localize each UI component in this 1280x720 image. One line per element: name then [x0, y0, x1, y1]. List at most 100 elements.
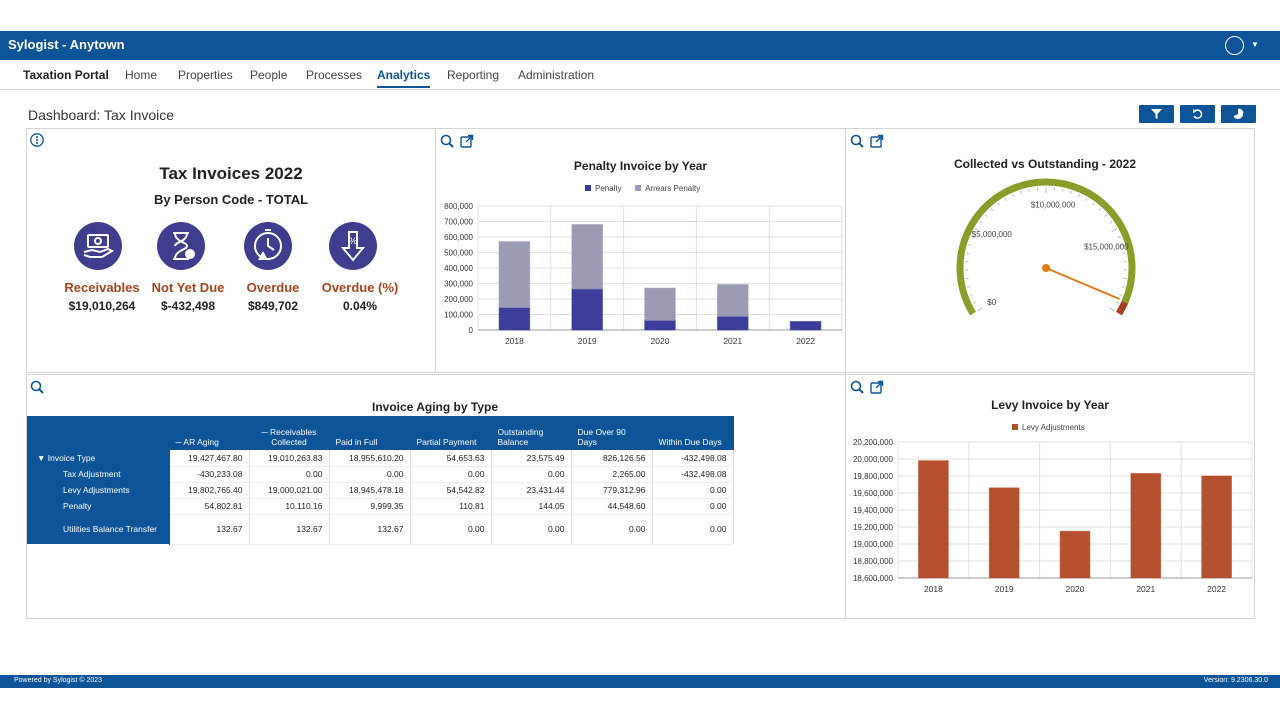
legend-swatch [635, 185, 642, 191]
column-header[interactable]: Outstanding Balance [491, 416, 572, 450]
kpi-label-overdue: Overdue [246, 280, 300, 295]
chart-options-button[interactable] [1221, 105, 1256, 123]
gauge-tick [997, 202, 1000, 206]
column-header[interactable]: Paid in Full [329, 416, 411, 450]
gauge-tick-label: $5,000,000 [972, 230, 1013, 239]
nav-item-administration[interactable]: Administration [518, 68, 595, 82]
gauge-tick [1061, 188, 1064, 192]
collapse-icon: ─ [175, 437, 184, 447]
y-tick-label: 500,000 [444, 249, 473, 258]
gauge-tick [1122, 252, 1126, 255]
y-tick-label: 19,200,000 [853, 523, 894, 532]
row-header: Utilities Balance Transfer [27, 514, 170, 544]
gauge-tick-label: $10,000,000 [1031, 200, 1076, 209]
gauge-tick [974, 228, 981, 233]
gauge-tick [1092, 202, 1095, 206]
export-icon[interactable] [870, 380, 884, 394]
column-header[interactable]: Due Over 90 Days [571, 416, 653, 450]
expand-triangle-icon[interactable]: ▼ [37, 453, 46, 463]
table-cell: -432,498.08 [652, 466, 734, 483]
table-cell: 18,945,478.18 [329, 482, 411, 499]
gauge-tick [1117, 236, 1121, 239]
user-menu-chevron-down-icon[interactable]: ▼ [1251, 40, 1259, 49]
nav-item-people[interactable]: People [250, 68, 288, 82]
bar [789, 320, 822, 331]
legend-label: Arrears Penalty [645, 184, 700, 193]
column-header[interactable]: Partial Payment [410, 416, 492, 450]
table-cell: 0.00 [410, 514, 492, 545]
gauge-tick [1120, 244, 1124, 246]
kpi-value-overdue: $849,702 [247, 299, 299, 313]
table-cell: 2,265.00 [571, 466, 653, 483]
column-header[interactable]: Within Due Days [652, 416, 734, 450]
money-hand-icon [74, 222, 122, 270]
aging-table: ─ AR Aging ─ Receivables Collected Paid … [27, 416, 734, 545]
bar [988, 487, 1020, 579]
gauge-tick [968, 244, 972, 246]
export-icon[interactable] [870, 134, 884, 148]
reset-button[interactable] [1180, 105, 1215, 123]
kpi-value-receivables: $19,010,264 [68, 299, 136, 313]
footer: Powered by Sylogist © 2023 Version: 9.23… [0, 675, 1280, 688]
zoom-icon[interactable] [850, 380, 864, 394]
info-menu-icon[interactable] [30, 133, 44, 147]
nav-brand[interactable]: Taxation Portal [23, 68, 109, 82]
row-header[interactable]: ▼ Invoice Type [27, 450, 170, 466]
legend-label: Levy Adjustments [1022, 423, 1085, 432]
table-row: ▼ Invoice Type 19,427,467.80 19,010,263.… [27, 450, 734, 467]
x-tick-label: 2022 [796, 336, 815, 346]
zoom-icon[interactable] [440, 134, 454, 148]
column-header[interactable]: ─ AR Aging [169, 416, 250, 450]
table-row: Penalty 54,802.81 10,110.16 9,999.35 110… [27, 498, 734, 515]
filter-button[interactable] [1139, 105, 1174, 123]
table-cell: 132.67 [329, 514, 411, 545]
nav-item-home[interactable]: Home [125, 68, 158, 82]
table-row: Utilities Balance Transfer 132.67 132.67… [27, 514, 734, 545]
y-tick-label: 300,000 [444, 280, 473, 289]
x-tick-label: 2020 [1066, 584, 1085, 594]
row-header: Levy Adjustments [27, 482, 170, 498]
kpi-label-receivables: Receivables [64, 280, 140, 295]
gauge-title: Collected vs Outstanding - 2022 [953, 157, 1137, 171]
kpi-label-overdue-pct: Overdue (%) [321, 280, 399, 295]
gauge-tick [1070, 190, 1072, 195]
gauge-tick [966, 252, 970, 255]
gauge-tick-label: $15,000,000 [1084, 243, 1129, 252]
y-tick-label: 18,600,000 [853, 574, 894, 583]
table-cell: 23,575.49 [491, 450, 572, 467]
table-cell: 0.00 [410, 466, 492, 483]
nav-item-reporting[interactable]: Reporting [447, 68, 500, 82]
levy-chart-title: Levy Invoice by Year [991, 398, 1109, 412]
filter-icon [1151, 109, 1162, 119]
gauge-tick [1109, 307, 1115, 312]
penalty-chart-title: Penalty Invoice by Year [573, 159, 708, 173]
column-header[interactable]: ─ Receivables Collected [249, 416, 330, 450]
nav-item-analytics[interactable]: Analytics [377, 68, 431, 88]
user-avatar-icon[interactable] [1225, 36, 1244, 55]
table-cell: 9,999.35 [329, 498, 411, 515]
table-cell: 132.67 [169, 514, 250, 545]
zoom-icon[interactable] [850, 134, 864, 148]
gauge-tick [1115, 301, 1120, 304]
page-title: Dashboard: Tax Invoice [28, 107, 175, 123]
penalty-chart-panel: Penalty Invoice by Year 0 100,000 200,000 3… [435, 128, 846, 373]
levy-chart-panel: Levy Invoice by Year 18,600,000 18,800,00… [845, 374, 1255, 619]
kpi-value-not-yet-due: $-432,498 [160, 299, 216, 313]
x-tick-label: 2019 [995, 584, 1014, 594]
app-title: Sylogist - Anytown [8, 37, 125, 52]
bar [1059, 530, 1091, 579]
export-icon[interactable] [460, 134, 474, 148]
y-tick-label: 100,000 [444, 311, 473, 320]
row-header: Penalty [27, 498, 170, 514]
gauge-alert-band [1115, 300, 1129, 316]
table-cell: 54,802.81 [169, 498, 250, 515]
x-tick-label: 2020 [651, 336, 670, 346]
kpi-panel: Tax Invoices 2022 By Person Code - TOTAL… [26, 128, 436, 373]
gauge-tick [971, 236, 975, 239]
zoom-icon[interactable] [30, 380, 44, 394]
table-cell: 54,653.63 [410, 450, 492, 467]
footer-powered-by: Powered by Sylogist © 2023 [14, 677, 103, 684]
nav-item-properties[interactable]: Properties [178, 68, 233, 82]
nav-item-processes[interactable]: Processes [306, 68, 363, 82]
bar [717, 284, 749, 317]
